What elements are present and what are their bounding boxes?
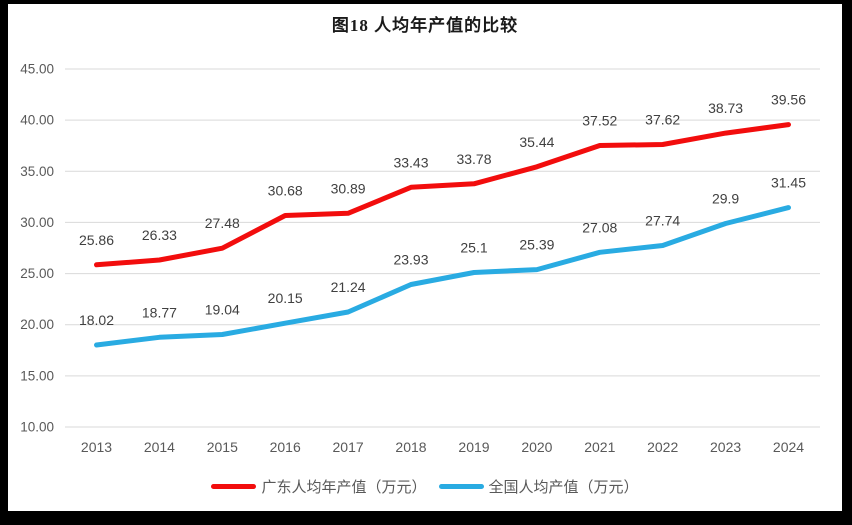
data-label: 25.39 xyxy=(519,237,554,253)
data-label: 30.89 xyxy=(331,180,366,196)
data-label: 39.56 xyxy=(771,92,806,108)
series-line xyxy=(94,122,791,268)
data-label: 37.62 xyxy=(645,112,680,128)
legend-label-guangdong: 广东人均年产值（万元） xyxy=(261,479,427,496)
data-label: 33.43 xyxy=(393,154,428,170)
x-tick-label: 2015 xyxy=(207,439,238,455)
data-label: 19.04 xyxy=(205,302,240,318)
x-tick-label: 2019 xyxy=(458,439,489,455)
x-tick-label: 2018 xyxy=(395,439,426,455)
x-tick-label: 2024 xyxy=(773,439,804,455)
legend-item-guangdong: 广东人均年产值（万元） xyxy=(211,476,427,497)
data-label: 29.9 xyxy=(712,191,739,207)
x-tick-label: 2014 xyxy=(144,439,175,455)
y-tick-label: 20.00 xyxy=(20,317,54,332)
y-tick-label: 30.00 xyxy=(20,215,54,230)
data-label: 35.44 xyxy=(519,134,554,150)
data-label: 30.68 xyxy=(268,183,303,199)
data-label: 26.33 xyxy=(142,227,177,243)
x-tick-label: 2022 xyxy=(647,439,678,455)
x-tick-label: 2013 xyxy=(81,439,112,455)
x-tick-label: 2020 xyxy=(521,439,552,455)
data-label: 21.24 xyxy=(331,279,366,295)
legend-label-national: 全国人均产值（万元） xyxy=(488,479,639,496)
data-label: 20.15 xyxy=(268,290,303,306)
data-label: 37.52 xyxy=(582,113,617,129)
y-tick-label: 10.00 xyxy=(20,420,54,435)
data-label: 33.78 xyxy=(456,151,491,167)
x-tick-label: 2016 xyxy=(270,439,301,455)
data-label: 27.74 xyxy=(645,213,680,229)
data-label: 31.45 xyxy=(771,175,806,191)
y-tick-label: 35.00 xyxy=(20,164,54,179)
legend-item-national: 全国人均产值（万元） xyxy=(438,476,639,497)
y-tick-label: 40.00 xyxy=(20,113,54,128)
series-line xyxy=(94,205,791,348)
x-tick-label: 2023 xyxy=(710,439,741,455)
data-label: 25.1 xyxy=(460,240,487,256)
x-tick-label: 2021 xyxy=(584,439,615,455)
y-tick-label: 25.00 xyxy=(20,266,54,281)
y-tick-label: 45.00 xyxy=(20,62,54,77)
legend-line-swatch-blue xyxy=(438,484,484,489)
chart-legend: 广东人均年产值（万元） 全国人均产值（万元） xyxy=(8,476,842,497)
data-label: 25.86 xyxy=(79,232,114,248)
chart-title: 图18 人均年产值的比较 xyxy=(331,16,519,35)
x-tick-label: 2017 xyxy=(333,439,364,455)
data-label: 23.93 xyxy=(393,252,428,268)
y-tick-label: 15.00 xyxy=(20,368,54,383)
data-label: 38.73 xyxy=(708,100,743,116)
data-label: 18.02 xyxy=(79,312,114,328)
legend-line-swatch-red xyxy=(211,484,257,489)
data-label: 27.08 xyxy=(582,219,617,235)
data-label: 18.77 xyxy=(142,304,177,320)
data-label: 27.48 xyxy=(205,215,240,231)
